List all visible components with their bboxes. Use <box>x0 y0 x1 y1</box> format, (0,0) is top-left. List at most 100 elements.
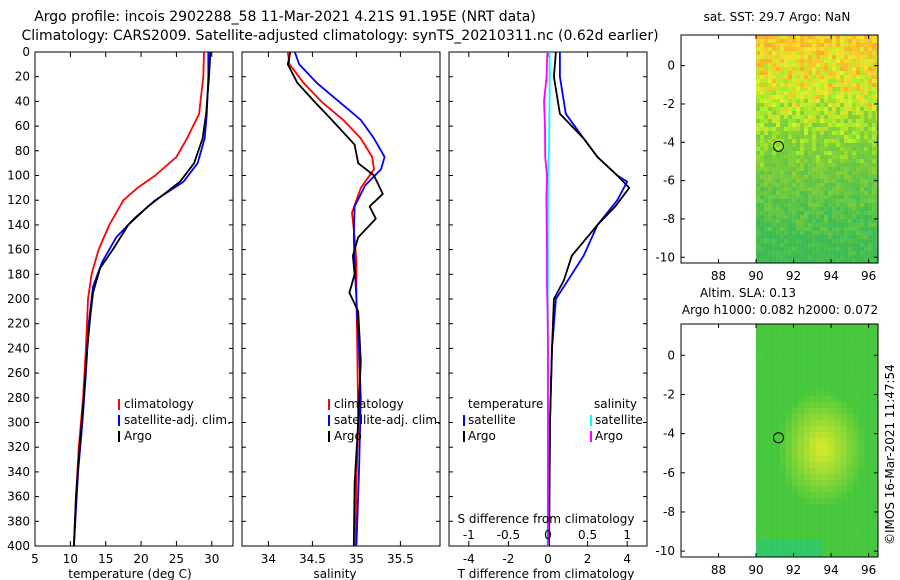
map-cell <box>876 420 878 426</box>
map-cell <box>820 47 825 51</box>
map-cell <box>788 223 793 227</box>
map-cell <box>852 510 859 516</box>
map-cell <box>804 414 811 420</box>
map-cell <box>864 211 869 215</box>
map-cell <box>786 456 793 462</box>
depth-tick-label: 40 <box>15 94 30 108</box>
map-cell <box>768 147 773 151</box>
map-cell <box>800 135 805 139</box>
map-cell <box>824 231 829 235</box>
map-cell <box>784 239 789 243</box>
map-cell <box>868 179 873 183</box>
map-cell <box>852 324 859 330</box>
map-cell <box>780 498 787 504</box>
map-cell <box>772 159 777 163</box>
legend-satellite: satellite-adj. clim. <box>124 413 231 427</box>
map-cell <box>844 183 849 187</box>
map-cell <box>860 43 865 47</box>
map-cell <box>816 99 821 103</box>
map-cell <box>784 191 789 195</box>
map-cell <box>768 163 773 167</box>
map-cell <box>848 175 853 179</box>
map-cell <box>836 151 841 155</box>
map-cell <box>808 171 813 175</box>
series-line-salinity-argo <box>543 52 549 546</box>
map-cell <box>864 131 869 135</box>
map-frame <box>680 34 879 264</box>
map-cell <box>756 498 763 504</box>
map-cell <box>780 231 785 235</box>
map-cell <box>812 63 817 67</box>
map-cell <box>760 79 765 83</box>
map-cell <box>788 91 793 95</box>
map-cell <box>784 67 789 71</box>
map-cell <box>756 231 761 235</box>
map-cell <box>768 468 775 474</box>
map-cell <box>764 83 769 87</box>
map-cell <box>840 251 845 255</box>
map-cell <box>868 159 873 163</box>
map-cell <box>774 402 781 408</box>
map-cell <box>852 135 857 139</box>
map-cell <box>844 123 849 127</box>
map-cell <box>810 396 817 402</box>
map-cell <box>824 195 829 199</box>
map-cell <box>804 159 809 163</box>
map-cell <box>816 79 821 83</box>
map-cell <box>864 179 869 183</box>
map-cell <box>816 528 823 534</box>
map-cell <box>756 420 763 426</box>
map-cell <box>768 552 775 557</box>
map-cell <box>820 235 825 239</box>
map-cell <box>804 71 809 75</box>
map-cell <box>756 384 763 390</box>
map-cell <box>780 552 787 557</box>
map-cell <box>836 159 841 163</box>
map-cell <box>848 95 853 99</box>
map-cell <box>816 239 821 243</box>
map-cell <box>772 63 777 67</box>
map-cell <box>872 195 877 199</box>
map-cell <box>792 199 797 203</box>
temperature-panel <box>34 51 234 547</box>
map-cell <box>832 103 837 107</box>
legend-salinity-title: salinity <box>594 397 637 411</box>
map-cell <box>768 75 773 79</box>
map-cell <box>828 504 835 510</box>
map-cell <box>876 51 878 55</box>
map-cell <box>864 552 871 557</box>
map-cell <box>792 516 799 522</box>
map-cell <box>780 474 787 480</box>
map-cell <box>810 378 817 384</box>
map-cell <box>804 426 811 432</box>
map-cell <box>808 259 813 263</box>
map-cell <box>876 546 878 552</box>
map-cell <box>768 167 773 171</box>
map-cell <box>870 408 877 414</box>
map-cell <box>848 139 853 143</box>
map-cell <box>832 227 837 231</box>
map-cell <box>860 235 865 239</box>
map-cell <box>870 378 877 384</box>
map-cell <box>844 223 849 227</box>
map-cell <box>816 402 823 408</box>
map-cell <box>868 131 873 135</box>
map-cell <box>774 462 781 468</box>
map-cell <box>764 243 769 247</box>
map-cell <box>786 474 793 480</box>
map-cell <box>804 231 809 235</box>
map-cell <box>840 247 845 251</box>
map-cell <box>846 522 853 528</box>
map-cell <box>764 71 769 75</box>
map-cell <box>844 159 849 163</box>
map-cell <box>820 251 825 255</box>
map-cell <box>844 167 849 171</box>
depth-tick-label: 60 <box>15 119 30 133</box>
map-cell <box>852 99 857 103</box>
map-cell <box>756 35 761 39</box>
map-cell <box>808 167 813 171</box>
map-cell <box>812 139 817 143</box>
map-cell <box>780 203 785 207</box>
map-cell <box>784 179 789 183</box>
map-cell <box>762 354 769 360</box>
